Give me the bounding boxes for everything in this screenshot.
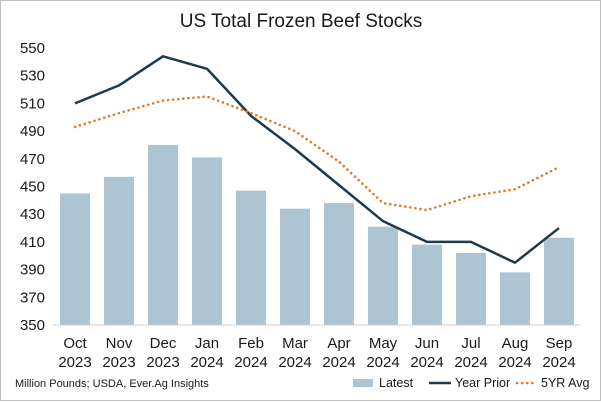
line-5yr-avg	[73, 95, 561, 212]
x-tick-month: May	[369, 335, 398, 352]
y-tick-label: 390	[20, 262, 45, 279]
x-tick-month: Jul	[461, 335, 480, 352]
x-tick-month: Apr	[327, 335, 350, 352]
x-tick-month: Dec	[150, 335, 177, 352]
x-tick-year: 2024	[322, 354, 355, 371]
y-axis: 350 370 390 410 430 450 470 490 510 530 550	[20, 40, 45, 334]
x-tick-year: 2024	[498, 354, 531, 371]
bar-aug-2024	[500, 272, 530, 325]
bar-jan-2024	[192, 157, 222, 325]
x-tick-year: 2024	[234, 354, 267, 371]
bar-sep-2024	[544, 237, 574, 325]
y-tick-label: 450	[20, 179, 45, 196]
bar-feb-2024	[236, 190, 266, 325]
bar-oct-2023	[60, 193, 90, 325]
x-tick-month: Sep	[546, 335, 573, 352]
y-tick-label: 350	[20, 317, 45, 334]
x-tick-year: 2024	[542, 354, 575, 371]
y-tick-label: 550	[20, 40, 45, 57]
x-tick-month: Jan	[195, 335, 219, 352]
legend-label-latest: Latest	[379, 376, 414, 390]
bar-dec-2023	[148, 144, 178, 325]
chart-title: US Total Frozen Beef Stocks	[180, 11, 423, 32]
bar-jul-2024	[456, 252, 486, 325]
x-tick-year: 2023	[146, 354, 179, 371]
line-series	[73, 55, 561, 264]
x-tick-month: Aug	[502, 335, 529, 352]
x-tick-year: 2024	[366, 354, 399, 371]
legend-label-5yr-avg: 5YR Avg	[541, 376, 589, 390]
x-tick-month: Jun	[415, 335, 439, 352]
y-tick-label: 430	[20, 206, 45, 223]
x-tick-month: Oct	[63, 335, 87, 352]
legend-label-year-prior: Year Prior	[455, 376, 510, 390]
x-tick-year: 2024	[278, 354, 311, 371]
legend-swatch-latest	[353, 379, 373, 387]
x-axis: Oct 2023 Nov 2023 Dec 2023 Jan 2024 Feb 2024 Mar 20…	[58, 335, 575, 371]
line-year-prior	[74, 55, 560, 264]
bar-series-latest	[60, 144, 574, 325]
x-tick-month: Nov	[106, 335, 133, 352]
chart-legend: Latest Year Prior 5YR Avg	[353, 376, 589, 390]
x-tick-year: 2023	[102, 354, 135, 371]
bar-jun-2024	[412, 244, 442, 325]
bar-may-2024	[368, 226, 398, 325]
x-tick-year: 2024	[190, 354, 223, 371]
x-tick-month: Mar	[282, 335, 308, 352]
y-tick-label: 410	[20, 234, 45, 251]
y-tick-label: 470	[20, 151, 45, 168]
x-tick-year: 2024	[454, 354, 487, 371]
x-tick-year: 2023	[58, 354, 91, 371]
y-tick-label: 370	[20, 289, 45, 306]
bar-nov-2023	[104, 176, 134, 325]
y-tick-label: 490	[20, 123, 45, 140]
x-tick-year: 2024	[410, 354, 443, 371]
bar-mar-2024	[280, 208, 310, 325]
y-tick-label: 530	[20, 68, 45, 85]
bar-apr-2024	[324, 203, 354, 325]
y-tick-label: 510	[20, 95, 45, 112]
x-tick-month: Feb	[238, 335, 264, 352]
chart-footnote: Million Pounds; USDA, Ever.Ag Insights	[15, 378, 209, 390]
